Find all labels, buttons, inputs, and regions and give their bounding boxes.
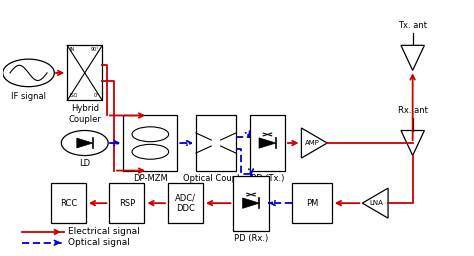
Text: RCC: RCC: [60, 199, 77, 208]
Polygon shape: [259, 138, 276, 148]
Bar: [123, 115, 177, 170]
Text: RSP: RSP: [119, 199, 135, 208]
Bar: [168, 183, 203, 223]
Text: Electrical signal: Electrical signal: [68, 227, 140, 237]
Bar: [292, 183, 332, 223]
Text: ADC/
DDC: ADC/ DDC: [175, 194, 196, 213]
Text: Hybrid
Coupler: Hybrid Coupler: [68, 104, 101, 124]
Text: ISO: ISO: [70, 93, 78, 99]
Text: 0°: 0°: [94, 93, 100, 99]
Bar: [196, 115, 236, 170]
Polygon shape: [362, 188, 388, 218]
Text: Rx. ant: Rx. ant: [398, 106, 428, 115]
Text: IN: IN: [70, 47, 75, 52]
Bar: [51, 183, 86, 223]
Bar: [234, 176, 269, 231]
Text: PD (Rx.): PD (Rx.): [234, 234, 268, 243]
Polygon shape: [401, 45, 424, 70]
Text: Tx. ant: Tx. ant: [398, 21, 427, 30]
Bar: [109, 183, 145, 223]
Text: Optical Coupler: Optical Coupler: [183, 174, 248, 183]
Bar: [67, 45, 102, 100]
Text: PD (Tx.): PD (Tx.): [251, 174, 284, 183]
Text: LD: LD: [79, 159, 91, 168]
Text: LNA: LNA: [370, 200, 383, 206]
Polygon shape: [301, 128, 327, 158]
Text: Optical signal: Optical signal: [68, 238, 130, 247]
Text: IF signal: IF signal: [11, 92, 46, 101]
Polygon shape: [401, 131, 424, 156]
Text: AMP: AMP: [304, 140, 319, 146]
Text: DP-MZM: DP-MZM: [133, 174, 168, 183]
Polygon shape: [77, 138, 93, 148]
Text: PM: PM: [306, 199, 318, 208]
Bar: [250, 115, 285, 170]
Polygon shape: [243, 198, 259, 208]
Text: 90°: 90°: [91, 47, 100, 52]
